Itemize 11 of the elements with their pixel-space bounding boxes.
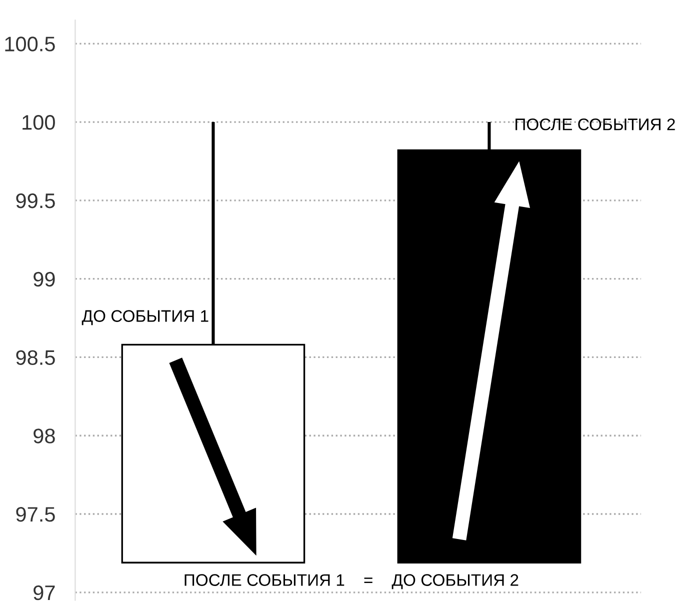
- y-tick-label: 99.5: [16, 193, 55, 208]
- y-tick-label: 97: [34, 585, 55, 600]
- y-tick-label: 99: [34, 272, 55, 287]
- y-tick-label: 100.5: [5, 36, 55, 52]
- y-tick-label: 97.5: [16, 507, 55, 522]
- y-tick-label: 98: [34, 428, 55, 444]
- annotation: ПОСЛЕ СОБЫТИЯ 2: [516, 118, 675, 130]
- annotation: ПОСЛЕ СОБЫТИЯ 1 = ДО СОБЫТИЯ 2: [184, 574, 518, 590]
- annotation: ДО СОБЫТИЯ 1: [82, 310, 208, 326]
- y-tick-label: 100: [22, 115, 55, 130]
- y-tick-label: 98.5: [16, 350, 55, 365]
